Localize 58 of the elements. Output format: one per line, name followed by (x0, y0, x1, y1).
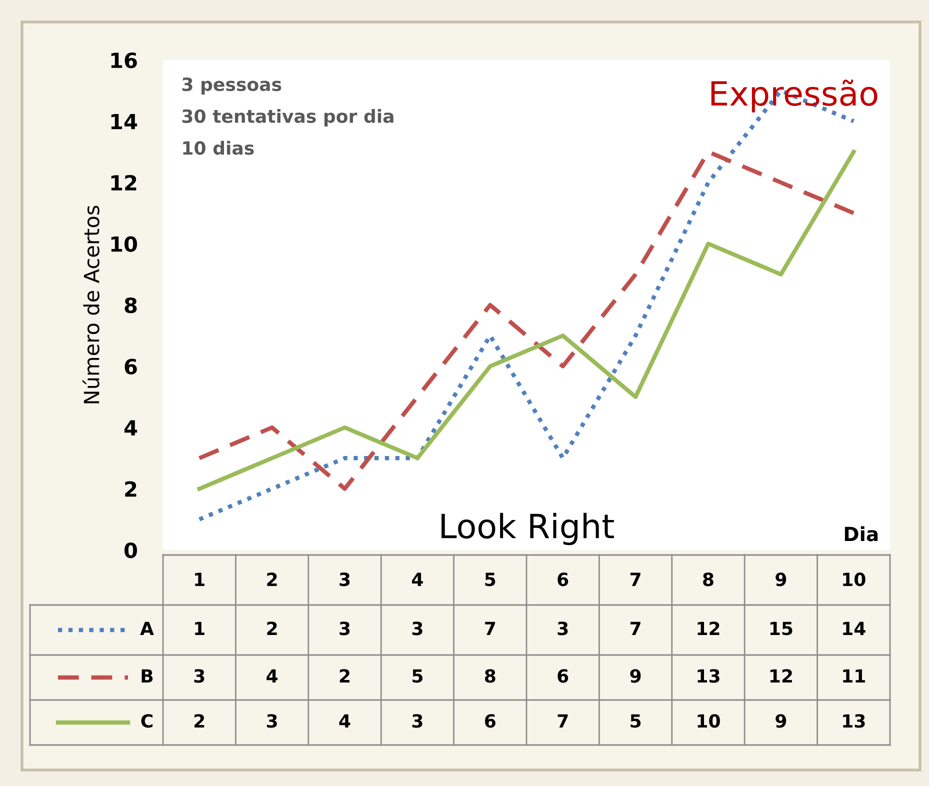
x-tick-label: 6 (558, 572, 568, 586)
x-axis-title: Dia (844, 526, 878, 542)
x-tick-label: 8 (703, 572, 714, 586)
x-tick-label: 4 (412, 572, 423, 586)
annotation: 3 pessoas (182, 77, 282, 95)
data-label: 4 (339, 714, 350, 728)
data-label: 14 (843, 622, 866, 635)
data-label: 4 (266, 669, 278, 682)
annotation: 10 dias (183, 140, 254, 155)
data-label: 5 (412, 669, 422, 683)
data-label: 8 (484, 669, 496, 683)
y-tick-label: 6 (124, 358, 137, 374)
data-label: 1 (195, 622, 204, 635)
data-label: 6 (558, 669, 568, 683)
y-axis-title: Número de Acertos (82, 206, 100, 404)
x-tick-label: 1 (195, 572, 204, 586)
data-label: 7 (558, 714, 568, 728)
data-label: 2 (340, 669, 350, 682)
data-label: 7 (485, 622, 495, 635)
data-label: 11 (843, 669, 865, 682)
y-tick-label: 16 (111, 52, 137, 68)
data-label: 10 (698, 714, 720, 728)
legend-label: C (141, 714, 152, 728)
x-tick-label: 3 (340, 572, 350, 586)
data-label: 13 (843, 714, 865, 728)
y-tick-label: 10 (111, 236, 138, 252)
annotation: 30 tentativas por dia (182, 109, 394, 126)
x-tick-label: 9 (776, 572, 786, 586)
data-label: 2 (267, 622, 277, 635)
data-label: 9 (630, 669, 641, 683)
data-label: 3 (558, 622, 568, 636)
y-tick-label: 0 (124, 542, 138, 558)
data-label: 3 (340, 622, 350, 636)
y-tick-label: 2 (125, 481, 136, 497)
x-tick-label: 5 (485, 572, 496, 586)
data-label: 9 (776, 714, 786, 728)
data-label: 5 (630, 714, 641, 728)
data-label: 15 (770, 622, 792, 636)
text: Look Right (442, 512, 614, 546)
x-tick-label: 2 (267, 572, 277, 586)
data-label: 3 (412, 622, 422, 636)
y-tick-label: 4 (124, 420, 138, 436)
data-label: 12 (770, 669, 792, 682)
y-tick-label: 14 (111, 114, 138, 130)
x-tick-label: 7 (630, 572, 640, 586)
data-label: 3 (412, 714, 422, 728)
y-tick-label: 12 (111, 174, 136, 190)
legend-label: A (140, 622, 154, 635)
data-label: 3 (194, 669, 204, 683)
x-tick-label: 10 (843, 572, 866, 586)
y-tick-label: 8 (124, 297, 137, 314)
data-label: 3 (266, 714, 277, 728)
data-label: 12 (698, 622, 720, 635)
data-label: 6 (484, 714, 496, 728)
legend-label: B (142, 669, 153, 682)
data-label: 2 (194, 714, 204, 728)
data-label: 7 (630, 622, 640, 635)
data-label: 13 (698, 669, 720, 683)
